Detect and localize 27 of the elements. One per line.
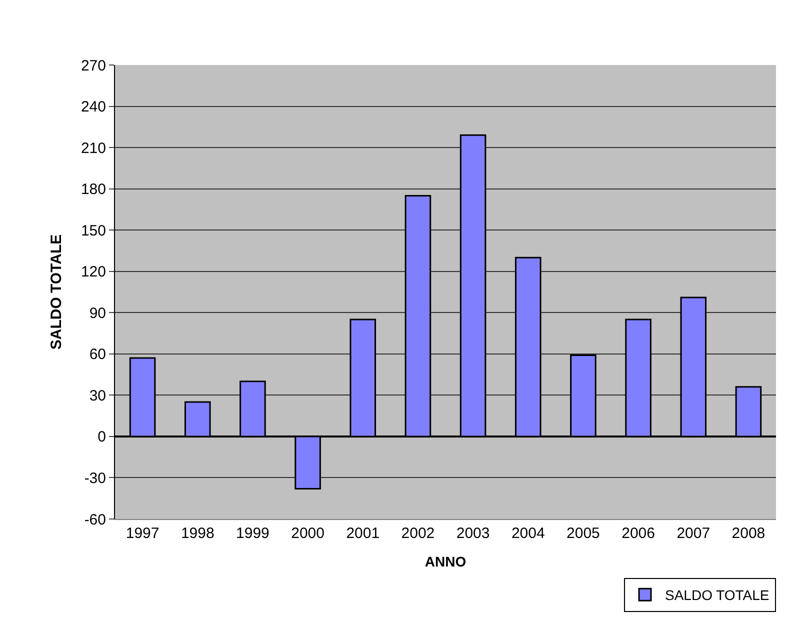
- x-tick-label: 2002: [401, 525, 435, 542]
- y-axis-title: SALDO TOTALE: [48, 234, 66, 350]
- y-tick-label: 210: [80, 140, 106, 157]
- y-tick-label: 120: [80, 264, 106, 281]
- x-tick-label: 2003: [456, 525, 490, 542]
- y-tick-label: -30: [84, 470, 106, 487]
- y-tick-label: 30: [89, 387, 106, 404]
- x-tick-label: 2007: [676, 525, 710, 542]
- x-tick-label: 2004: [511, 525, 545, 542]
- y-tick-label: 180: [80, 181, 106, 198]
- legend-label: SALDO TOTALE: [665, 587, 770, 604]
- x-tick-label: 2006: [622, 525, 655, 542]
- x-axis-title: ANNO: [424, 553, 466, 570]
- y-tick-label: 270: [80, 57, 106, 74]
- x-tick-label: 1997: [126, 525, 160, 542]
- x-tick-label: 2000: [291, 525, 324, 542]
- x-tick-label: 2001: [346, 525, 380, 542]
- y-tick-label: 240: [80, 98, 106, 116]
- y-tick-label: 150: [80, 222, 106, 240]
- y-tick-label: 0: [98, 428, 106, 446]
- y-tick-label: 60: [89, 346, 106, 364]
- x-tick-label: 1999: [236, 525, 270, 542]
- x-tick-label: 2005: [566, 525, 600, 542]
- x-tick-label: 2008: [732, 525, 766, 542]
- y-tick-label: 90: [89, 304, 106, 322]
- y-tick-label: -60: [84, 511, 106, 528]
- x-tick-label: 1998: [180, 525, 214, 542]
